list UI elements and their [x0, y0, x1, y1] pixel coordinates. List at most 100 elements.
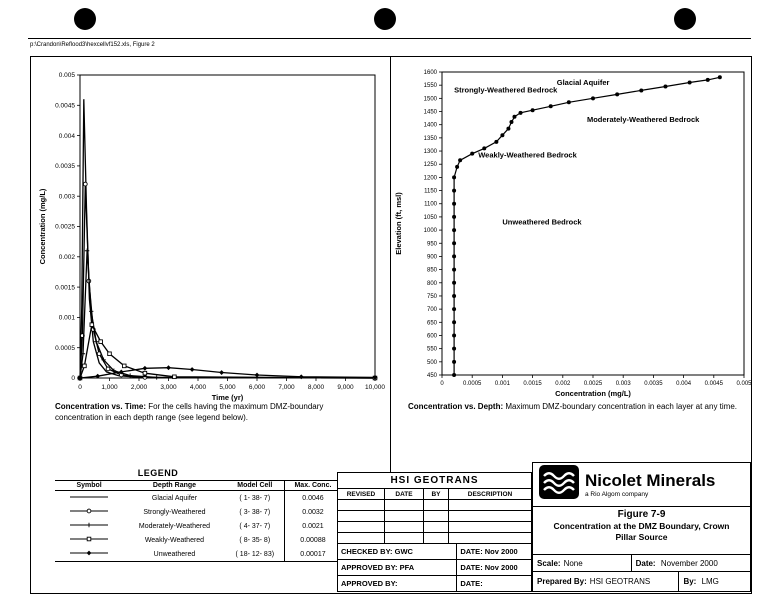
legend-body: Glacial Aquifer( 1- 38- 7) 0.0046 Strongly…	[55, 490, 341, 562]
caption-lead: Concentration vs. Time:	[55, 402, 146, 411]
svg-text:550: 550	[427, 347, 438, 353]
depth-chart: 1600 1550 1500 1450 1400 1350 1300 1250 1200 1150…	[392, 57, 752, 405]
svg-text:0.002: 0.002	[555, 381, 571, 387]
legend-row: Strongly-Weathered ( 3- 38- 7) 0.0032	[55, 505, 341, 519]
revision-col-description: DESCRIPTION	[448, 489, 531, 500]
time-chart-caption: Concentration vs. Time: For the cells ha…	[55, 402, 367, 424]
checked-by-label: CHECKED BY: GWC	[338, 544, 458, 559]
approved-date-1: DATE: Nov 2000	[460, 563, 518, 572]
top-rule	[28, 38, 751, 39]
svg-text:1350: 1350	[424, 136, 438, 142]
series-symbol-icon	[70, 536, 109, 542]
brand-name: Nicolet Minerals	[585, 470, 716, 490]
approved-by-label-2: APPROVED BY:	[338, 576, 458, 591]
caption-lead: Concentration vs. Depth:	[408, 402, 504, 411]
sheet-border	[30, 56, 752, 594]
svg-text:900: 900	[427, 254, 438, 260]
svg-text:650: 650	[427, 320, 438, 326]
svg-text:Time (yr): Time (yr)	[212, 393, 244, 402]
revision-col-date: DATE	[384, 489, 424, 500]
caption-body: Maximum DMZ-boundary concentration in ea…	[503, 402, 737, 411]
legend-model-cell: ( 1- 38- 7)	[239, 494, 271, 502]
svg-text:1000: 1000	[424, 228, 438, 234]
figure-title: Concentration at the DMZ Boundary, Crown…	[553, 521, 730, 542]
hsi-company-name: HSI GEOTRANS	[338, 473, 531, 489]
approved-by-row-1: APPROVED BY: PFA DATE: Nov 2000	[338, 560, 531, 576]
svg-text:Elevation (ft, msl): Elevation (ft, msl)	[394, 192, 403, 255]
time-chart-svg: 0 0.0005 0.001 0.0015 0.002 0.0025 0.003 0.0035…	[38, 72, 385, 402]
svg-text:0.001: 0.001	[495, 381, 511, 387]
legend-table: Symbol Depth Range Model Cell Max. Conc.…	[55, 480, 341, 562]
svg-text:0.0045: 0.0045	[705, 381, 724, 387]
legend-max-conc: 0.0032	[283, 505, 341, 519]
svg-text:0: 0	[78, 384, 82, 391]
svg-text:1500: 1500	[424, 96, 438, 102]
brand-tagline: a Rio Algom company	[585, 490, 649, 498]
legend-symbol-cell	[55, 547, 123, 562]
depth-chart-caption: Concentration vs. Depth: Maximum DMZ-bou…	[408, 402, 738, 413]
revision-col-by: BY	[423, 489, 449, 500]
time-chart: 0 0.0005 0.001 0.0015 0.002 0.0025 0.003 0.0035…	[36, 60, 388, 405]
svg-text:0.0035: 0.0035	[55, 163, 75, 170]
binder-hole	[374, 8, 396, 30]
legend-row: Weakly-Weathered ( 8- 35- 8) 0.00088	[55, 533, 341, 547]
scale-date-row: Scale: None Date: November 2000	[533, 555, 750, 572]
series-symbol-icon	[70, 550, 109, 556]
svg-text:1100: 1100	[424, 202, 438, 208]
svg-text:1050: 1050	[424, 215, 438, 221]
approved-by-row-2: APPROVED BY: DATE:	[338, 576, 531, 591]
legend-row: Glacial Aquifer ( 1- 38- 7) 0.0046	[55, 490, 341, 505]
svg-text:850: 850	[427, 268, 438, 274]
svg-text:1,000: 1,000	[101, 384, 118, 391]
legend-title: LEGEND	[137, 468, 179, 478]
prepared-cell: Prepared By: HSI GEOTRANS	[533, 572, 680, 591]
legend-symbol-cell	[55, 533, 123, 547]
svg-text:0.003: 0.003	[616, 381, 632, 387]
svg-text:1450: 1450	[424, 110, 438, 116]
svg-text:8,000: 8,000	[308, 384, 325, 391]
svg-text:Concentration (mg/L): Concentration (mg/L)	[555, 389, 631, 398]
legend-block: LEGEND Symbol Depth Range Model Cell Max…	[55, 468, 341, 562]
legend-max-conc: 0.0021	[283, 519, 341, 533]
svg-text:10,000: 10,000	[365, 384, 385, 391]
svg-text:0.0025: 0.0025	[55, 224, 75, 231]
svg-text:0.004: 0.004	[59, 133, 76, 140]
by-label: By:	[683, 577, 697, 586]
revision-empty-row	[338, 521, 531, 533]
depth-chart-svg: 1600 1550 1500 1450 1400 1350 1300 1250 1200 1150…	[394, 70, 752, 398]
revision-header-row: REVISED DATE BY DESCRIPTION	[338, 489, 531, 500]
svg-text:Moderately-Weathered Bedrock: Moderately-Weathered Bedrock	[587, 115, 700, 124]
figure-area: Figure 7-9 Concentration at the DMZ Boun…	[533, 507, 750, 555]
svg-text:0.0045: 0.0045	[55, 103, 75, 110]
series-symbol-icon	[70, 496, 109, 498]
legend-max-conc: 0.00088	[283, 533, 341, 547]
series-symbol-icon	[70, 508, 109, 514]
svg-text:0.001: 0.001	[59, 315, 76, 322]
caption-body: For the cells having the maximum DMZ-bou…	[55, 402, 324, 422]
checked-date: DATE: Nov 2000	[460, 547, 518, 556]
svg-text:1150: 1150	[424, 189, 438, 195]
revision-empty-row	[338, 510, 531, 522]
svg-text:0.0015: 0.0015	[55, 284, 75, 291]
svg-text:0.0015: 0.0015	[523, 381, 542, 387]
revision-col-revised: REVISED	[338, 489, 385, 500]
legend-model-cell: ( 4- 37- 7)	[239, 522, 271, 530]
svg-text:2,000: 2,000	[131, 384, 148, 391]
approved-by-label-1: APPROVED BY: PFA	[338, 560, 458, 575]
legend-max-conc: 0.0046	[283, 490, 341, 505]
svg-text:6,000: 6,000	[249, 384, 266, 391]
legend-col-symbol: Symbol	[55, 480, 124, 491]
date-value: November 2000	[660, 558, 718, 568]
prepared-label: Prepared By:	[537, 577, 587, 586]
svg-text:1550: 1550	[424, 83, 438, 89]
legend-depth-range: Unweathered	[153, 550, 196, 558]
legend-row: Unweathered ( 18- 12- 83) 0.00017	[55, 547, 341, 562]
hsi-title-block: HSI GEOTRANS REVISED DATE BY DESCRIPTION…	[337, 472, 532, 592]
brand-text: Nicolet Minerals a Rio Algom company	[585, 472, 715, 498]
revision-empty-row	[338, 499, 531, 511]
legend-col-max-conc: Max. Conc.	[283, 480, 341, 491]
signoff-section: CHECKED BY: GWC DATE: Nov 2000 APPROVED …	[338, 544, 531, 591]
prepared-value: HSI GEOTRANS	[589, 577, 651, 586]
revision-table: REVISED DATE BY DESCRIPTION	[338, 489, 531, 544]
